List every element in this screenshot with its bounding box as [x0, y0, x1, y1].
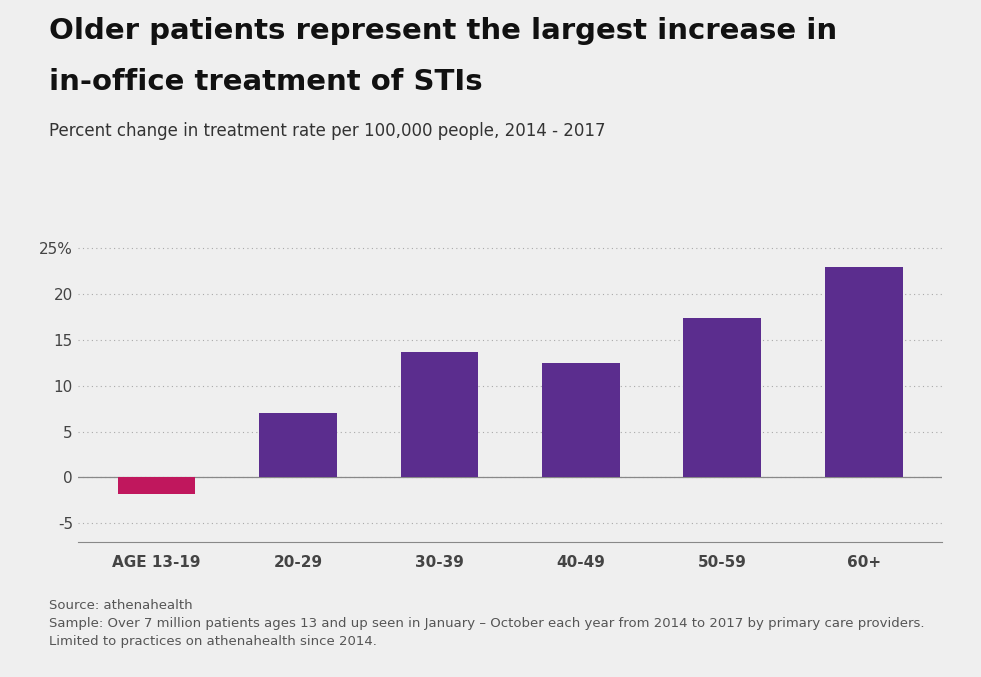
- Text: Percent change in treatment rate per 100,000 people, 2014 - 2017: Percent change in treatment rate per 100…: [49, 122, 605, 140]
- Bar: [825, 267, 903, 477]
- Bar: [542, 363, 620, 477]
- Text: Source: athenahealth
Sample: Over 7 million patients ages 13 and up seen in Janu: Source: athenahealth Sample: Over 7 mill…: [49, 599, 924, 648]
- Bar: [118, 477, 195, 494]
- Text: in-office treatment of STIs: in-office treatment of STIs: [49, 68, 483, 95]
- Text: Older patients represent the largest increase in: Older patients represent the largest inc…: [49, 17, 837, 45]
- Bar: [684, 318, 761, 477]
- Bar: [259, 414, 336, 477]
- Bar: [400, 352, 479, 477]
